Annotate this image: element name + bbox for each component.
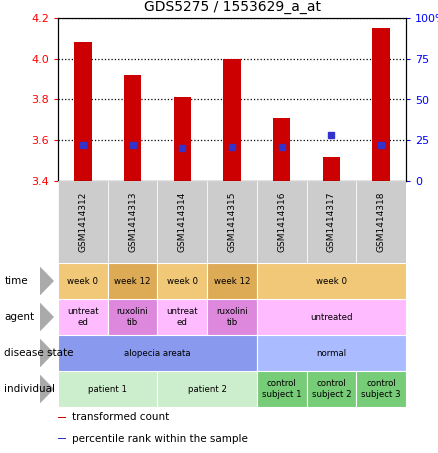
FancyBboxPatch shape — [257, 181, 307, 263]
Text: percentile rank within the sample: percentile rank within the sample — [72, 434, 248, 443]
Bar — [58, 299, 108, 335]
Bar — [207, 299, 257, 335]
Text: GSM1414314: GSM1414314 — [178, 192, 187, 252]
Bar — [323, 157, 340, 181]
Text: control
subject 1: control subject 1 — [262, 379, 301, 399]
Title: GDS5275 / 1553629_a_at: GDS5275 / 1553629_a_at — [144, 0, 321, 14]
Bar — [108, 299, 157, 335]
Bar — [74, 43, 92, 181]
Text: GSM1414317: GSM1414317 — [327, 192, 336, 252]
Text: ruxolini
tib: ruxolini tib — [216, 307, 248, 327]
Text: control
subject 2: control subject 2 — [311, 379, 351, 399]
FancyBboxPatch shape — [58, 181, 108, 263]
Text: normal: normal — [316, 348, 346, 357]
Text: patient 2: patient 2 — [187, 385, 226, 394]
Bar — [223, 59, 241, 181]
Polygon shape — [40, 303, 54, 332]
Bar — [157, 299, 207, 335]
Bar — [356, 371, 406, 407]
FancyBboxPatch shape — [157, 181, 207, 263]
Text: GSM1414312: GSM1414312 — [78, 192, 87, 252]
Text: GSM1414318: GSM1414318 — [377, 192, 385, 252]
Bar — [207, 263, 257, 299]
FancyBboxPatch shape — [356, 181, 406, 263]
Bar — [307, 371, 356, 407]
FancyBboxPatch shape — [307, 181, 356, 263]
Text: alopecia areata: alopecia areata — [124, 348, 191, 357]
FancyBboxPatch shape — [108, 181, 157, 263]
Text: week 12: week 12 — [114, 276, 151, 285]
Text: agent: agent — [4, 312, 35, 322]
Bar — [108, 263, 157, 299]
FancyBboxPatch shape — [207, 181, 257, 263]
Bar — [257, 299, 406, 335]
Bar — [58, 417, 66, 418]
Text: GSM1414313: GSM1414313 — [128, 192, 137, 252]
Text: control
subject 3: control subject 3 — [361, 379, 401, 399]
Bar — [58, 263, 108, 299]
Bar — [157, 371, 257, 407]
Text: week 0: week 0 — [316, 276, 347, 285]
Text: GSM1414315: GSM1414315 — [227, 192, 237, 252]
Bar — [58, 438, 66, 439]
Bar — [173, 97, 191, 181]
Text: time: time — [4, 276, 28, 286]
Text: week 0: week 0 — [167, 276, 198, 285]
Text: transformed count: transformed count — [72, 413, 169, 423]
Polygon shape — [40, 338, 54, 367]
Text: week 12: week 12 — [214, 276, 250, 285]
Bar — [58, 371, 157, 407]
Bar — [273, 118, 290, 181]
Text: untreat
ed: untreat ed — [166, 307, 198, 327]
Bar — [257, 335, 406, 371]
Bar — [157, 263, 207, 299]
Bar — [372, 28, 390, 181]
Text: patient 1: patient 1 — [88, 385, 127, 394]
Bar — [58, 335, 257, 371]
Text: ruxolini
tib: ruxolini tib — [117, 307, 148, 327]
Polygon shape — [40, 267, 54, 295]
Text: individual: individual — [4, 384, 55, 394]
Bar — [257, 263, 406, 299]
Bar — [257, 371, 307, 407]
Text: untreat
ed: untreat ed — [67, 307, 99, 327]
Text: week 0: week 0 — [67, 276, 99, 285]
Bar — [124, 75, 141, 181]
Polygon shape — [40, 375, 54, 404]
Text: untreated: untreated — [310, 313, 353, 322]
Text: GSM1414316: GSM1414316 — [277, 192, 286, 252]
Text: disease state: disease state — [4, 348, 74, 358]
